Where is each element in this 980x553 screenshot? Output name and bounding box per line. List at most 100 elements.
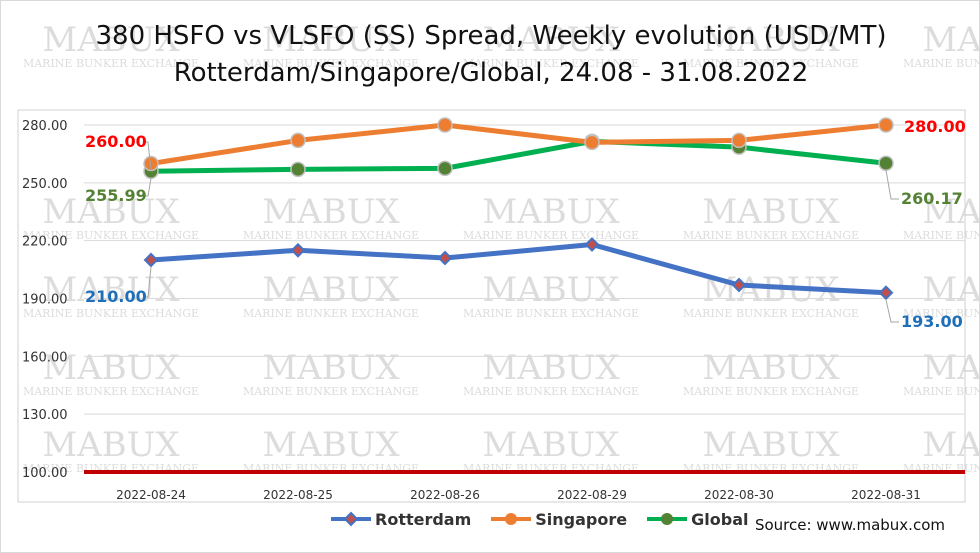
watermark-main: MABUX — [262, 192, 400, 232]
data-point-rotterdam — [731, 277, 747, 293]
watermark-main: MABUX — [42, 192, 180, 232]
x-tick-label: 2022-08-26 — [410, 488, 480, 502]
watermark-main: MABUX — [702, 192, 840, 232]
data-label-rotterdam-first: 210.00 — [85, 287, 147, 306]
watermark-sub: MARINE BUNKER EXCHANGE — [463, 229, 639, 242]
source-note: Source: www.mabux.com — [754, 516, 945, 534]
watermark-main: MABUX — [262, 348, 400, 388]
watermark-main: MABUX — [702, 20, 840, 60]
watermark-main: MABUX — [262, 270, 400, 310]
chart-subtitle: Rotterdam/Singapore/Global, 24.08 - 31.0… — [173, 58, 809, 88]
watermark-sub: MARINE BUNKER EXCHANGE — [243, 229, 419, 242]
data-point-singapore — [731, 132, 747, 149]
watermark-main: MABUX — [42, 425, 180, 465]
data-label-rotterdam-last: 193.00 — [901, 312, 963, 331]
leader-line — [885, 299, 899, 323]
watermark-sub: MARINE BUNKER EXCHANGE — [683, 57, 859, 70]
watermark-sub: MARINE BUNKER EXCHANGE — [23, 307, 199, 320]
watermark-main: MABUX — [262, 20, 400, 60]
x-tick-label: 2022-08-25 — [263, 488, 333, 502]
chart-title: 380 HSFO vs VLSFO (SS) Spread, Weekly ev… — [95, 21, 887, 51]
data-point-rotterdam — [878, 285, 894, 301]
data-point-rotterdam — [584, 237, 600, 252]
watermark-sub: MARINE BUNKER EXCHANGE — [23, 385, 199, 398]
series-layer — [143, 117, 894, 301]
x-tick-label: 2022-08-24 — [116, 488, 186, 502]
y-tick-label: 130.00 — [22, 408, 68, 423]
watermark-main: MABUX — [702, 348, 840, 388]
series-line-singapore — [148, 122, 889, 167]
legend: Rotterdam Singapore Global — [1, 509, 979, 529]
y-tick-label: 220.00 — [22, 235, 68, 250]
legend-item-singapore: Singapore — [489, 509, 627, 529]
y-axis: 100.00 130.00 160.00 190.00 220.00 250.00 280.… — [22, 119, 68, 481]
data-label-global-last: 260.17 — [901, 189, 963, 208]
watermark-sub: MARINE BUNKER EXCHANGE — [463, 57, 639, 70]
data-point-singapore — [437, 117, 453, 133]
data-point-singapore — [290, 132, 306, 149]
watermark-sub: MARINE BUNKER EXCHANGE — [243, 307, 419, 320]
legend-item-global: Global — [645, 509, 748, 529]
x-tick-label: 2022-08-29 — [557, 488, 627, 502]
watermark-main: MABUX — [42, 270, 180, 310]
y-tick-label: 100.00 — [22, 466, 68, 481]
legend-swatch — [647, 513, 688, 525]
watermark-sub: MARINE BUNKER EXCHANGE — [243, 57, 419, 70]
watermark-main: MABUX — [922, 20, 980, 60]
legend-label: Rotterdam — [375, 509, 472, 529]
watermark-sub: MARINE BUNKER EXCHANGE — [903, 307, 980, 320]
y-tick-label: 280.00 — [22, 119, 68, 134]
legend-swatch — [331, 511, 371, 527]
data-point-global — [290, 161, 306, 178]
watermark-main: MABUX — [922, 425, 980, 465]
watermark-main: MABUX — [922, 348, 980, 388]
leader-line — [885, 170, 899, 200]
watermark-sub: MARINE BUNKER EXCHANGE — [683, 229, 859, 242]
watermark-sub: MARINE BUNKER EXCHANGE — [23, 229, 199, 242]
y-tick-label: 190.00 — [22, 293, 68, 308]
data-label-global-first: 255.99 — [85, 186, 147, 205]
watermark-sub: MARINE BUNKER EXCHANGE — [903, 229, 980, 242]
watermark-sub: MARINE BUNKER EXCHANGE — [683, 307, 859, 320]
watermark-main: MABUX — [482, 425, 620, 465]
watermark-sub: MARINE BUNKER EXCHANGE — [463, 307, 639, 320]
x-axis: 2022-08-24 2022-08-25 2022-08-26 2022-08-29… — [116, 488, 921, 502]
legend-swatch — [491, 513, 532, 525]
data-labels: 210.00 193.00 260.00 280.00 255.99 260.17 — [85, 117, 966, 331]
y-tick-label: 160.00 — [22, 350, 68, 365]
leader-line — [145, 178, 152, 197]
leader-line — [145, 141, 152, 171]
data-point-rotterdam — [143, 252, 159, 268]
data-label-singapore-last: 280.00 — [904, 117, 966, 136]
leader-line — [145, 266, 152, 298]
watermark-sub: MARINE BUNKER EXCHANGE — [903, 385, 980, 398]
watermark-main: MABUX — [262, 425, 400, 465]
y-tick-label: 250.00 — [22, 177, 68, 192]
watermark-sub: MARINE BUNKER EXCHANGE — [23, 57, 199, 70]
watermark-main: MABUX — [702, 425, 840, 465]
data-point-rotterdam — [290, 242, 306, 258]
data-label-singapore-first: 260.00 — [85, 132, 147, 151]
watermark-main: MABUX — [482, 192, 620, 232]
data-point-global — [878, 155, 894, 171]
watermark-sub: MARINE BUNKER EXCHANGE — [463, 385, 639, 398]
watermark-main: MABUX — [482, 20, 620, 60]
legend-item-rotterdam: Rotterdam — [329, 509, 471, 529]
watermark-main: MABUX — [922, 270, 980, 310]
grid-lines — [84, 124, 965, 415]
watermark-main: MABUX — [482, 348, 620, 388]
data-point-rotterdam — [437, 250, 453, 266]
watermark-sub: MARINE BUNKER EXCHANGE — [243, 385, 419, 398]
watermark-main: MABUX — [42, 348, 180, 388]
data-point-singapore — [584, 134, 600, 151]
x-tick-label: 2022-08-30 — [704, 488, 774, 502]
data-point-singapore — [878, 117, 894, 133]
legend-label: Global — [691, 509, 749, 529]
watermark-main: MABUX — [482, 270, 620, 310]
x-tick-label: 2022-08-31 — [851, 488, 921, 502]
legend-label: Singapore — [535, 509, 628, 529]
plot-area-border — [17, 109, 966, 503]
